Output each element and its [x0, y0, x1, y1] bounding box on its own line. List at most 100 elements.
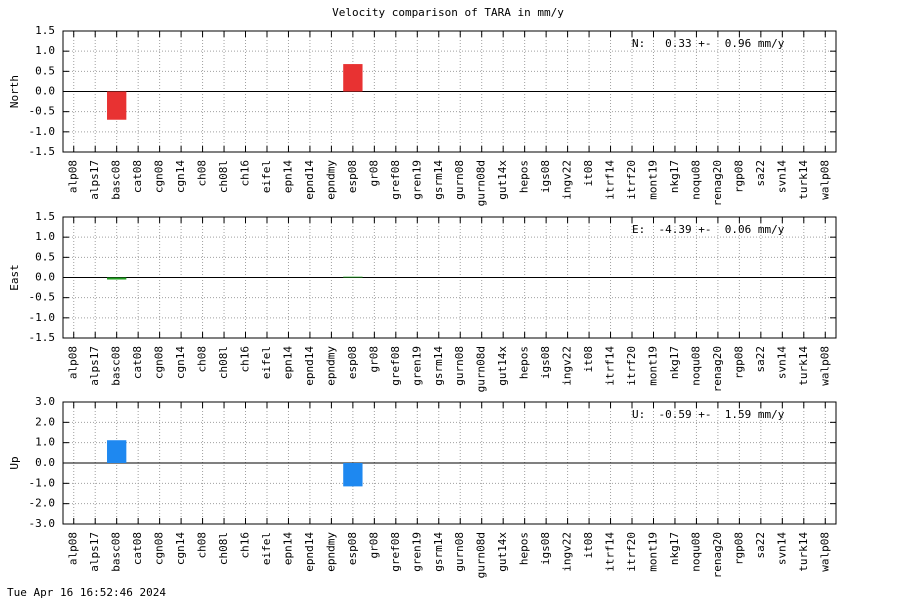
y-tick-label: -1.0 [29, 125, 56, 138]
x-tick-label: hepos [518, 160, 531, 193]
x-tick-label: cgn08 [153, 346, 166, 379]
x-tick-label: gr08 [367, 160, 380, 187]
x-tick-label: cgn08 [153, 532, 166, 565]
x-tick-label: it08 [582, 532, 595, 559]
bar [343, 276, 363, 278]
x-tick-label: eifel [260, 346, 273, 379]
x-tick-label: epnd14 [303, 532, 316, 572]
x-tick-label: epn14 [281, 160, 294, 193]
y-tick-label: -3.0 [29, 517, 56, 530]
x-tick-label: ingv22 [561, 532, 574, 572]
x-tick-label: ch08 [196, 532, 209, 559]
x-tick-label: epn14 [281, 532, 294, 565]
x-tick-label: gurn08d [475, 346, 488, 392]
x-tick-label: turk14 [797, 346, 810, 386]
bar [343, 64, 363, 92]
x-tick-label: gurn08 [453, 346, 466, 386]
x-tick-label: sa22 [754, 160, 767, 187]
x-tick-label: cat08 [131, 346, 144, 379]
x-tick-label: gsrm14 [432, 532, 445, 572]
y-tick-label: 0.5 [35, 250, 55, 263]
x-tick-label: igs08 [539, 346, 552, 379]
x-tick-label: epnd14 [303, 160, 316, 200]
x-tick-label: hepos [518, 532, 531, 565]
x-tick-label: gref08 [389, 160, 402, 200]
y-tick-label: 1.0 [35, 436, 55, 449]
x-tick-label: mont19 [646, 160, 659, 200]
y-tick-label: -1.0 [29, 476, 56, 489]
x-tick-label: it08 [582, 160, 595, 187]
x-tick-label: renag20 [711, 532, 724, 578]
x-tick-label: cat08 [131, 160, 144, 193]
y-tick-label: -1.5 [29, 331, 56, 344]
y-tick-label: 0.0 [35, 85, 55, 98]
x-tick-label: gren19 [410, 532, 423, 572]
x-tick-label: turk14 [797, 160, 810, 200]
x-tick-label: alp08 [67, 532, 80, 565]
x-tick-label: ingv22 [561, 160, 574, 200]
x-tick-label: gr08 [367, 532, 380, 559]
x-tick-label: itrf14 [604, 346, 617, 386]
x-tick-label: itrf14 [604, 532, 617, 572]
x-tick-label: gr08 [367, 346, 380, 373]
x-tick-label: gut14x [496, 532, 509, 572]
x-tick-label: eifel [260, 160, 273, 193]
x-tick-label: gren19 [410, 346, 423, 386]
y-tick-label: -0.5 [29, 105, 56, 118]
x-tick-label: it08 [582, 346, 595, 373]
bar [343, 463, 363, 487]
y-tick-label: 0.0 [35, 271, 55, 284]
x-tick-label: ch08l [217, 160, 230, 193]
x-tick-label: igs08 [539, 160, 552, 193]
x-tick-label: gsrm14 [432, 160, 445, 200]
x-tick-label: nkg17 [668, 160, 681, 193]
x-tick-label: cgn08 [153, 160, 166, 193]
x-tick-label: noqu08 [689, 346, 702, 386]
x-tick-label: renag20 [711, 346, 724, 392]
x-tick-label: hepos [518, 346, 531, 379]
x-tick-label: esp08 [346, 346, 359, 379]
x-tick-label: walp08 [818, 160, 831, 200]
x-tick-label: itrf14 [604, 160, 617, 200]
y-tick-label: 1.5 [35, 24, 55, 37]
x-tick-label: renag20 [711, 160, 724, 206]
y-tick-label: 0.0 [35, 456, 55, 469]
x-tick-label: sa22 [754, 346, 767, 373]
x-tick-label: gren19 [410, 160, 423, 200]
x-tick-label: itrf20 [625, 346, 638, 386]
x-tick-label: ch16 [239, 532, 252, 559]
x-tick-label: itrf20 [625, 532, 638, 572]
annotation: E: -4.39 +- 0.06 mm/y [632, 223, 785, 236]
x-tick-label: walp08 [818, 532, 831, 572]
x-tick-label: epnd14 [303, 346, 316, 386]
plot-frame [62, 401, 837, 525]
x-tick-label: ch08l [217, 346, 230, 379]
y-tick-label: -1.0 [29, 311, 56, 324]
x-tick-label: gurn08 [453, 532, 466, 572]
y-tick-label: 3.0 [35, 395, 55, 408]
x-tick-label: rgp08 [732, 346, 745, 379]
x-tick-label: mont19 [646, 346, 659, 386]
y-axis-label: East [8, 264, 21, 291]
annotation: N: 0.33 +- 0.96 mm/y [632, 37, 785, 50]
bar [107, 91, 127, 120]
x-tick-label: noqu08 [689, 160, 702, 200]
x-tick-label: cat08 [131, 532, 144, 565]
x-tick-label: alps17 [88, 346, 101, 386]
x-tick-label: cgn14 [174, 160, 187, 193]
x-tick-label: ch16 [239, 160, 252, 187]
x-tick-label: eifel [260, 532, 273, 565]
x-tick-label: gut14x [496, 346, 509, 386]
x-tick-label: esp08 [346, 160, 359, 193]
timestamp: Tue Apr 16 16:52:46 2024 [7, 586, 166, 599]
x-tick-label: ingv22 [561, 346, 574, 386]
x-tick-label: gref08 [389, 346, 402, 386]
bar [107, 277, 127, 280]
x-tick-label: cgn14 [174, 532, 187, 565]
x-tick-label: igs08 [539, 532, 552, 565]
x-tick-label: ch16 [239, 346, 252, 373]
x-tick-label: epn14 [281, 346, 294, 379]
x-tick-label: noqu08 [689, 532, 702, 572]
x-tick-label: mont19 [646, 532, 659, 572]
